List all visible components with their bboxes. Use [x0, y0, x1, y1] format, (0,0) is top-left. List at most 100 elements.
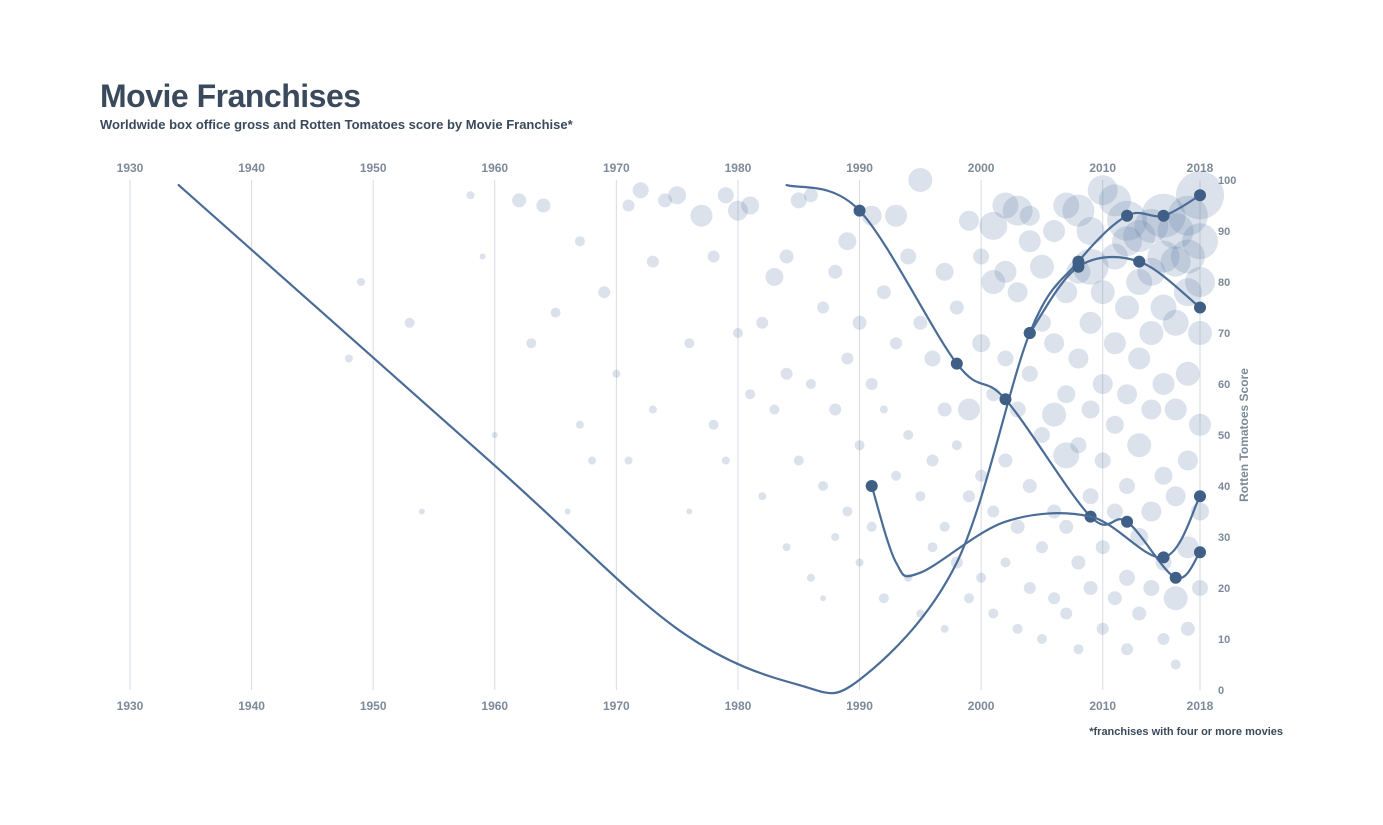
movie-bubble — [357, 278, 365, 286]
movie-bubble — [988, 609, 998, 619]
movie-bubble — [649, 406, 657, 414]
movie-bubble — [756, 317, 768, 329]
movie-bubble — [1097, 623, 1109, 635]
movie-bubble — [575, 236, 585, 246]
movie-bubble — [994, 261, 1016, 283]
x-tick-top: 1950 — [360, 161, 387, 175]
franchise-marker — [1194, 490, 1206, 502]
x-tick-bottom: 2010 — [1089, 699, 1116, 713]
movie-bubble — [512, 193, 526, 207]
movie-bubble — [1044, 333, 1064, 353]
movie-bubble — [1091, 280, 1115, 304]
chart-title: Movie Franchises — [100, 78, 573, 115]
movie-bubble — [536, 199, 550, 213]
movie-bubble — [818, 481, 828, 491]
movie-bubble — [997, 351, 1013, 367]
movie-bubble — [1141, 400, 1161, 420]
franchise-marker — [999, 393, 1011, 405]
movie-bubble — [1115, 296, 1139, 320]
movie-bubble — [492, 432, 498, 438]
chart-header: Movie Franchises Worldwide box office gr… — [100, 78, 573, 132]
franchise-marker — [866, 480, 878, 492]
movie-bubble — [925, 351, 941, 367]
movie-bubble — [1106, 416, 1124, 434]
movie-bubble — [1178, 451, 1198, 471]
movie-bubble — [900, 249, 916, 265]
x-tick-top: 1980 — [725, 161, 752, 175]
franchise-marker — [1170, 572, 1182, 584]
movie-bubble — [877, 285, 891, 299]
movie-bubble — [1083, 488, 1099, 504]
movie-bubble — [1042, 403, 1066, 427]
movie-bubble — [1048, 592, 1060, 604]
movie-bubble — [480, 254, 486, 260]
movie-bubble — [959, 211, 979, 231]
movie-bubble — [908, 168, 932, 192]
x-tick-bottom: 1980 — [725, 699, 752, 713]
movie-bubble — [885, 205, 907, 227]
y-tick: 40 — [1218, 481, 1230, 493]
x-tick-bottom: 1970 — [603, 699, 630, 713]
movie-bubble — [1068, 349, 1088, 369]
movie-bubble — [1155, 467, 1173, 485]
movie-bubble — [745, 389, 755, 399]
movie-bubble — [1093, 374, 1113, 394]
movie-bubble — [928, 542, 938, 552]
movie-bubble — [686, 509, 692, 515]
movie-bubble — [958, 399, 980, 421]
movie-bubble — [551, 308, 561, 318]
x-tick-bottom: 1940 — [238, 699, 265, 713]
movie-bubble — [1128, 348, 1150, 370]
x-tick-top: 2000 — [968, 161, 995, 175]
movie-bubble — [952, 440, 962, 450]
y-tick: 20 — [1218, 583, 1230, 595]
movie-bubble — [903, 430, 913, 440]
movie-bubble — [722, 457, 730, 465]
movie-bubble — [1119, 478, 1135, 494]
movie-bubble — [718, 187, 734, 203]
y-tick: 30 — [1218, 532, 1230, 544]
movie-bubble — [1024, 582, 1036, 594]
movie-bubble — [647, 256, 659, 268]
movie-bubble — [927, 455, 939, 467]
movie-bubble — [741, 197, 759, 215]
movie-bubble — [976, 573, 986, 583]
chart-subtitle: Worldwide box office gross and Rotten To… — [100, 117, 573, 132]
franchise-marker — [1121, 516, 1133, 528]
movie-bubble — [804, 188, 818, 202]
movie-bubble — [973, 249, 989, 265]
x-tick-top: 1930 — [117, 161, 144, 175]
movie-bubble — [938, 403, 952, 417]
movie-bubble — [783, 543, 791, 551]
movie-bubble — [733, 328, 743, 338]
movie-bubble — [1132, 607, 1146, 621]
movie-bubble — [345, 355, 353, 363]
movie-bubble — [1082, 401, 1100, 419]
movie-bubble — [466, 191, 474, 199]
x-tick-bottom: 2018 — [1187, 699, 1214, 713]
movie-bubble — [936, 263, 954, 281]
movie-bubble — [964, 593, 974, 603]
y-tick: 90 — [1218, 226, 1230, 238]
movie-bubble — [781, 368, 793, 380]
movie-bubble — [1117, 384, 1137, 404]
movie-bubble — [1104, 332, 1126, 354]
y-tick: 70 — [1218, 328, 1230, 340]
x-tick-top: 1960 — [481, 161, 508, 175]
movie-bubble — [709, 420, 719, 430]
movie-bubble — [684, 338, 694, 348]
movie-bubble — [879, 593, 889, 603]
movie-bubble — [1119, 570, 1135, 586]
movie-bubble — [1163, 310, 1189, 336]
franchise-chart-svg: 1930193019401940195019501960196019701970… — [100, 160, 1250, 720]
movie-bubble — [1055, 281, 1077, 303]
movie-bubble — [891, 471, 901, 481]
movie-bubble — [794, 456, 804, 466]
movie-bubble — [950, 301, 964, 315]
movie-bubble — [841, 353, 853, 365]
movie-bubble — [576, 421, 584, 429]
franchise-marker — [951, 358, 963, 370]
movie-bubble — [690, 205, 712, 227]
movie-bubble — [1030, 255, 1054, 279]
movie-bubble — [588, 457, 596, 465]
